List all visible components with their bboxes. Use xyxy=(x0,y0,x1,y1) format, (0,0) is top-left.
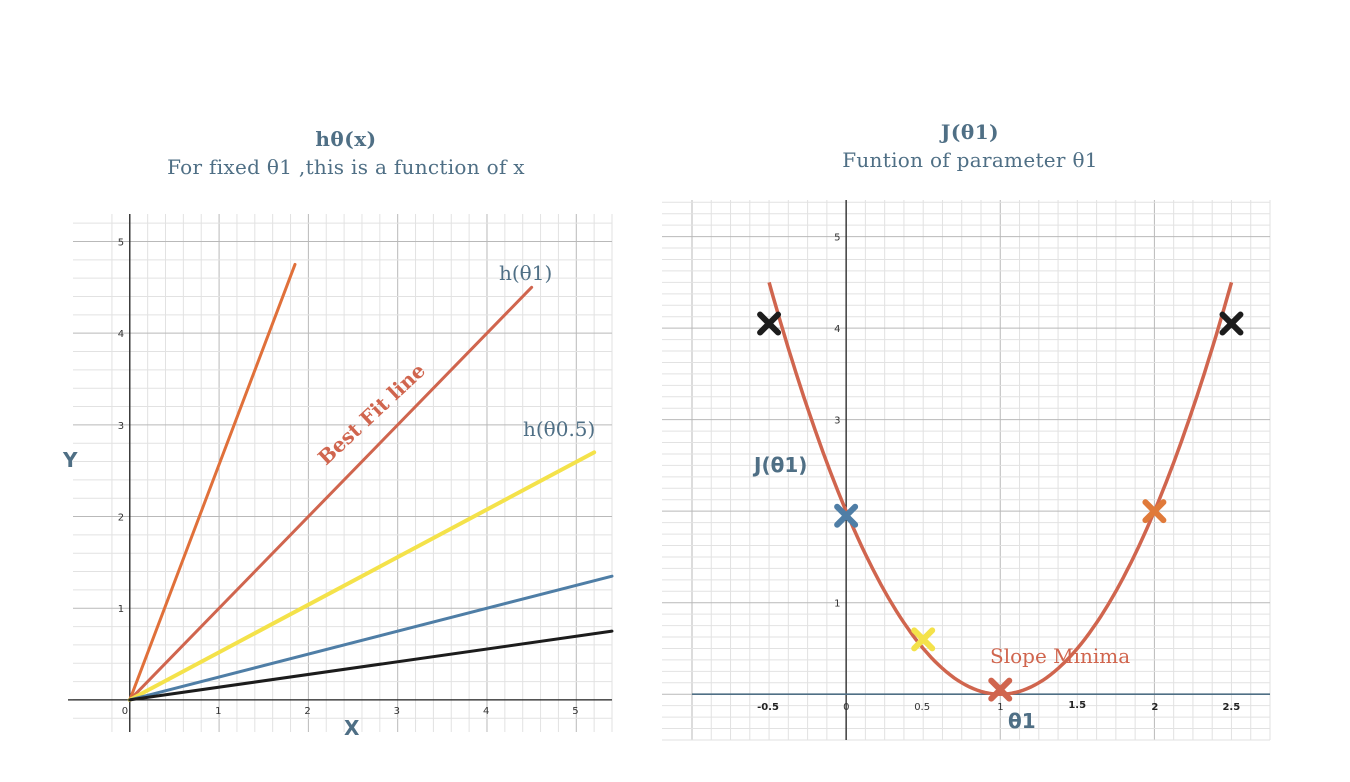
annotation-h-theta0-5: h(θ0.5) xyxy=(523,417,595,441)
left-x-tick-label: 4 xyxy=(483,706,489,717)
left-y-axis-label: Y xyxy=(62,448,78,472)
left-chart-title: hθ(x) xyxy=(315,127,377,151)
left-y-tick-label: 2 xyxy=(118,513,124,524)
right-y-tick-label: 5 xyxy=(834,233,840,244)
left-series-line-4 xyxy=(128,574,614,702)
annotation-h-theta1: h(θ1) xyxy=(499,261,552,285)
right-x-axis-label: θ1 xyxy=(1008,709,1036,733)
left-chart-title-block: hθ(x) For fixed θ1 ,this is a function o… xyxy=(96,127,596,179)
cost-marker-4 xyxy=(988,677,1013,702)
cost-marker-6 xyxy=(1219,311,1244,336)
right-x-tick-label: 2.5 xyxy=(1222,702,1240,713)
right-x-tick-label: 1 xyxy=(997,702,1003,713)
cost-marker-1 xyxy=(757,311,782,336)
left-x-tick-label: 3 xyxy=(394,706,400,717)
left-x-axis-label: X xyxy=(344,716,360,740)
left-y-tick-label: 1 xyxy=(118,604,124,615)
left-x-tick-label: 2 xyxy=(304,706,310,717)
right-y-tick-label: 4 xyxy=(834,324,840,335)
left-series-line-3 xyxy=(127,450,597,702)
left-x-tick-label: 1 xyxy=(215,706,221,717)
cost-marker-2 xyxy=(834,503,859,528)
cost-marker-5 xyxy=(1142,499,1167,524)
right-x-tick-label: 0 xyxy=(843,702,849,713)
right-x-tick-label: 1.5 xyxy=(1068,700,1086,711)
left-chart-subtitle: For fixed θ1 ,this is a function of x xyxy=(167,155,525,179)
right-y-tick-label: 3 xyxy=(834,416,840,427)
left-x-tick-label: 5 xyxy=(572,706,578,717)
right-chart-subtitle: Funtion of parameter θ1 xyxy=(842,148,1098,172)
left-series-line-1 xyxy=(128,262,297,702)
right-x-tick-label: 2 xyxy=(1151,702,1158,713)
left-x-tick-label: 0 xyxy=(122,706,128,717)
right-x-tick-label: -0.5 xyxy=(757,702,779,713)
right-y-tick-label: 1 xyxy=(834,599,840,610)
right-curve-label: J(θ1) xyxy=(752,453,807,477)
cost-marker-3 xyxy=(911,627,936,652)
left-y-tick-label: 3 xyxy=(118,421,124,432)
right-x-tick-label: 0.5 xyxy=(914,702,930,713)
left-series-line-2 xyxy=(128,285,534,702)
left-series-line-5 xyxy=(128,629,614,702)
right-chart-title-block: J(θ1) Funtion of parameter θ1 xyxy=(720,120,1220,172)
right-chart-title: J(θ1) xyxy=(940,120,1000,144)
left-y-tick-label: 5 xyxy=(118,238,124,249)
annotation-slope-minima: Slope Minima xyxy=(990,644,1130,668)
left-y-tick-label: 4 xyxy=(118,329,124,340)
